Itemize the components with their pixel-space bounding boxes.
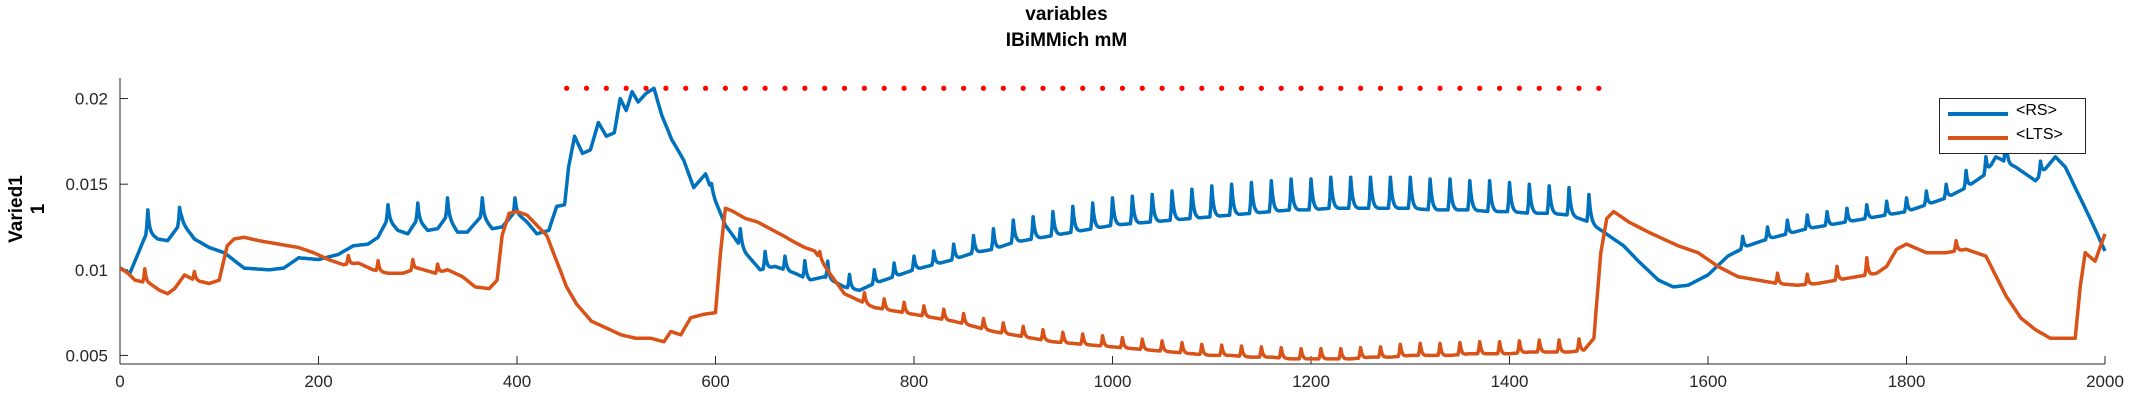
marker-dot-25 — [1060, 85, 1066, 91]
marker-dot-52 — [1596, 85, 1602, 91]
marker-dot-35 — [1258, 85, 1264, 91]
marker-dot-41 — [1377, 85, 1384, 91]
marker-dot-30 — [1159, 85, 1165, 91]
marker-dot-1 — [583, 85, 590, 91]
marker-dot-5 — [663, 85, 669, 91]
marker-dot-42 — [1397, 85, 1403, 91]
marker-dot-22 — [1000, 85, 1006, 91]
marker-dot-47 — [1496, 85, 1503, 91]
marker-dot-37 — [1298, 85, 1304, 91]
marker-dot-33 — [1219, 85, 1225, 91]
marker-dot-10 — [762, 85, 768, 91]
marker-dot-43 — [1417, 85, 1423, 91]
series-line-lts — [119, 206, 2107, 361]
legend-label-rs: <RS> — [2016, 102, 2057, 119]
marker-dot-2 — [603, 85, 609, 91]
marker-dot-7 — [702, 85, 709, 91]
marker-dot-19 — [941, 85, 947, 91]
marker-dot-20 — [961, 85, 967, 91]
marker-dot-29 — [1139, 85, 1145, 91]
marker-dot-11 — [782, 85, 788, 91]
x-tick-label-200: 200 — [304, 372, 332, 391]
y-tick-label-0.01: 0.01 — [75, 261, 108, 280]
marker-dot-39 — [1338, 85, 1344, 91]
x-tick-label-0: 0 — [115, 372, 124, 391]
legend-swatch-lts — [1948, 136, 2008, 140]
marker-dot-36 — [1278, 85, 1284, 91]
marker-dot-0 — [564, 85, 570, 91]
legend-label-lts: <LTS> — [2016, 126, 2063, 143]
marker-dot-45 — [1457, 85, 1463, 91]
marker-dot-31 — [1179, 85, 1185, 91]
marker-dot-49 — [1536, 85, 1542, 91]
x-tick-label-1800: 1800 — [1888, 372, 1926, 391]
marker-dot-44 — [1437, 85, 1443, 91]
x-tick-label-1600: 1600 — [1689, 372, 1727, 391]
chart-title-line-2: IBiMMich mM — [1005, 30, 1128, 51]
marker-dot-3 — [623, 85, 629, 91]
x-tick-label-800: 800 — [900, 372, 928, 391]
marker-dot-15 — [861, 85, 867, 91]
x-tick-label-1000: 1000 — [1094, 372, 1132, 391]
marker-dot-17 — [901, 85, 907, 91]
marker-dot-27 — [1099, 85, 1106, 91]
y-tick-label-0.015: 0.015 — [65, 175, 108, 194]
x-tick-label-1400: 1400 — [1491, 372, 1529, 391]
marker-dot-48 — [1516, 85, 1523, 91]
y-tick-label-0.02: 0.02 — [75, 90, 108, 109]
x-tick-label-1200: 1200 — [1292, 372, 1330, 391]
marker-dot-18 — [921, 85, 927, 91]
marker-dot-51 — [1576, 85, 1582, 91]
marker-dot-26 — [1080, 85, 1086, 91]
marker-dot-4 — [643, 85, 649, 91]
marker-dot-12 — [802, 85, 808, 91]
marker-dot-8 — [722, 85, 729, 91]
x-tick-label-400: 400 — [503, 372, 531, 391]
marker-dot-21 — [980, 85, 987, 91]
marker-dot-50 — [1556, 85, 1562, 91]
marker-dot-23 — [1020, 85, 1026, 91]
chart-title-line-1: variables — [1025, 4, 1108, 25]
marker-dot-14 — [841, 85, 848, 91]
marker-dot-6 — [683, 85, 689, 91]
y-tick-label-0.005: 0.005 — [65, 346, 108, 365]
marker-dot-24 — [1040, 85, 1046, 91]
legend-item-rs: <RS> — [1940, 101, 2085, 125]
marker-dot-46 — [1477, 85, 1483, 91]
marker-dot-9 — [742, 85, 748, 91]
marker-dot-32 — [1199, 85, 1205, 91]
legend-swatch-rs — [1948, 112, 2008, 116]
marker-dot-28 — [1119, 85, 1126, 91]
marker-dot-34 — [1238, 85, 1245, 91]
x-tick-label-600: 600 — [701, 372, 729, 391]
legend-item-lts: <LTS> — [1940, 125, 2085, 149]
x-tick-label-2000: 2000 — [2086, 372, 2124, 391]
marker-dot-16 — [881, 85, 887, 91]
legend: <RS> <LTS> — [1939, 98, 2086, 154]
marker-dot-38 — [1318, 85, 1324, 91]
marker-dot-13 — [822, 85, 828, 91]
series-line-rs — [119, 86, 2107, 293]
marker-dot-40 — [1358, 85, 1364, 91]
